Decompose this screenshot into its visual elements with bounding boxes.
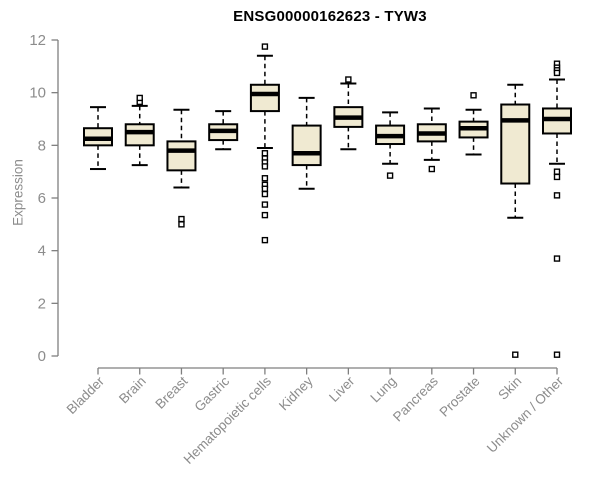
outlier-point bbox=[428, 165, 436, 173]
box-hematopoietic-cells bbox=[249, 43, 280, 244]
outlier-point bbox=[261, 190, 269, 198]
outlier-point bbox=[136, 94, 143, 102]
outlier-point bbox=[553, 351, 561, 358]
y-tick-label: 0 bbox=[38, 348, 46, 365]
x-tick-label: Lung bbox=[367, 374, 399, 406]
y-tick-label: 8 bbox=[38, 137, 46, 154]
outlier-point bbox=[470, 92, 477, 99]
box-liver bbox=[333, 76, 364, 151]
outlier-point bbox=[261, 201, 269, 208]
y-tick-label: 2 bbox=[38, 295, 46, 312]
box-bladder bbox=[83, 106, 113, 171]
outlier-point bbox=[553, 69, 561, 77]
x-tick-label: Prostate bbox=[437, 374, 483, 420]
y-tick-label: 10 bbox=[29, 85, 46, 102]
box-lung bbox=[375, 111, 406, 179]
outlier-point bbox=[512, 351, 519, 358]
outlier-point bbox=[553, 192, 561, 199]
outlier-point bbox=[261, 185, 269, 192]
x-tick-label: Brain bbox=[116, 374, 149, 407]
x-tick-label: Liver bbox=[326, 373, 358, 405]
x-tick-label: Unknown / Other bbox=[484, 373, 567, 456]
x-tick-label: Gastric bbox=[191, 373, 232, 414]
box-breast bbox=[166, 108, 197, 228]
outlier-point bbox=[261, 163, 269, 170]
outlier-point bbox=[386, 172, 394, 179]
box-skin bbox=[500, 83, 531, 358]
outlier-point bbox=[345, 76, 352, 83]
box-unknown-other bbox=[542, 60, 572, 358]
outlier-point bbox=[261, 43, 269, 50]
box-pancreas bbox=[416, 107, 447, 173]
outlier-point bbox=[261, 150, 269, 157]
outlier-point bbox=[178, 221, 185, 228]
x-tick-label: Kidney bbox=[276, 373, 316, 413]
y-tick-label: 12 bbox=[29, 32, 46, 49]
x-tick-label: Skin bbox=[495, 374, 524, 403]
y-tick-label: 4 bbox=[38, 243, 46, 260]
box-kidney bbox=[291, 96, 322, 190]
outlier-point bbox=[553, 173, 561, 181]
box-prostate bbox=[458, 92, 489, 156]
x-tick-label: Pancreas bbox=[390, 373, 441, 424]
y-tick-label: 6 bbox=[38, 190, 46, 207]
chart-title: ENSG00000162623 - TYW3 bbox=[233, 8, 427, 25]
outlier-point bbox=[553, 168, 561, 175]
outlier-point bbox=[553, 255, 561, 262]
box-gastric bbox=[208, 110, 239, 151]
outlier-point bbox=[261, 236, 269, 244]
y-axis: 0 2 4 6 8 10 12 bbox=[29, 32, 59, 365]
outlier-point bbox=[261, 175, 269, 182]
x-tick-label: Breast bbox=[152, 373, 190, 411]
outlier-point bbox=[261, 211, 269, 219]
box-brain bbox=[124, 94, 155, 167]
x-tick-label: Bladder bbox=[64, 373, 108, 417]
outlier-point bbox=[178, 215, 185, 223]
